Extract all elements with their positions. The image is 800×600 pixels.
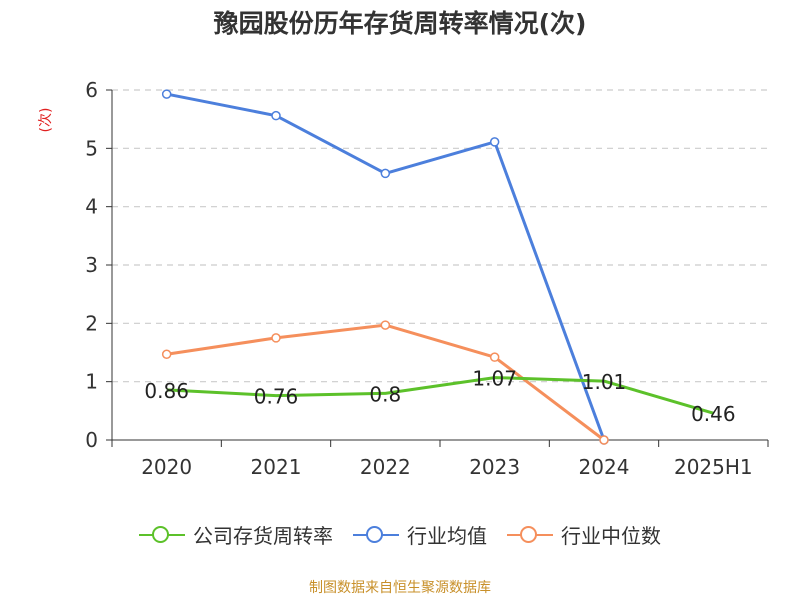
legend-marker-industry-mean bbox=[353, 524, 399, 546]
y-tick-label-4: 4 bbox=[85, 195, 98, 219]
legend-label-company: 公司存货周转率 bbox=[193, 524, 333, 548]
y-tick-label-2: 2 bbox=[85, 311, 98, 335]
x-tick-label-2021: 2021 bbox=[251, 455, 302, 479]
legend-marker-industry-median bbox=[507, 524, 553, 546]
x-tick-label-2024: 2024 bbox=[579, 455, 630, 479]
series-line-0 bbox=[166, 376, 714, 415]
y-axis-label: (次) bbox=[38, 108, 54, 133]
x-tick-label-2020: 2020 bbox=[141, 455, 192, 479]
point-2-2022 bbox=[380, 320, 391, 330]
data-label-2021: 0.76 bbox=[254, 385, 299, 409]
data-label-2025H1: 0.46 bbox=[691, 402, 736, 426]
x-tick-label-2023: 2023 bbox=[469, 455, 520, 479]
legend-label-industry-median: 行业中位数 bbox=[561, 524, 661, 548]
y-tick-label-5: 5 bbox=[85, 136, 98, 160]
y-tick-label-3: 3 bbox=[85, 253, 98, 277]
point-2-2020 bbox=[161, 349, 172, 359]
point-2-2024 bbox=[599, 435, 609, 445]
data-label-2024: 1.01 bbox=[582, 370, 627, 394]
data-label-2023: 1.07 bbox=[472, 367, 517, 391]
source-note: 制图数据来自恒生聚源数据库 bbox=[309, 580, 491, 596]
point-2-2023 bbox=[489, 352, 500, 362]
point-1-2023 bbox=[489, 137, 500, 147]
point-1-2022 bbox=[380, 168, 391, 179]
chart-title: 豫园股份历年存货周转率情况(次) bbox=[213, 9, 587, 38]
data-label-2022: 0.8 bbox=[369, 382, 401, 406]
point-1-2021 bbox=[271, 110, 281, 121]
x-tick-label-2022: 2022 bbox=[360, 455, 411, 479]
point-2-2021 bbox=[271, 333, 281, 343]
y-tick-label-6: 6 bbox=[85, 78, 98, 102]
legend-item-industry-mean[interactable]: 行业均值 bbox=[353, 520, 487, 549]
data-label-2020: 0.86 bbox=[144, 379, 189, 403]
y-tick-label-0: 0 bbox=[85, 428, 98, 452]
point-1-2020 bbox=[161, 89, 172, 99]
legend-item-industry-median[interactable]: 行业中位数 bbox=[507, 520, 661, 549]
legend-label-industry-mean: 行业均值 bbox=[407, 524, 487, 548]
legend-item-company[interactable]: 公司存货周转率 bbox=[139, 520, 333, 549]
legend-marker-company bbox=[139, 524, 185, 546]
x-tick-label-2025H1: 2025H1 bbox=[674, 455, 753, 479]
legend: 公司存货周转率 行业均值 行业中位数 bbox=[0, 520, 800, 549]
y-tick-label-1: 1 bbox=[85, 370, 98, 394]
